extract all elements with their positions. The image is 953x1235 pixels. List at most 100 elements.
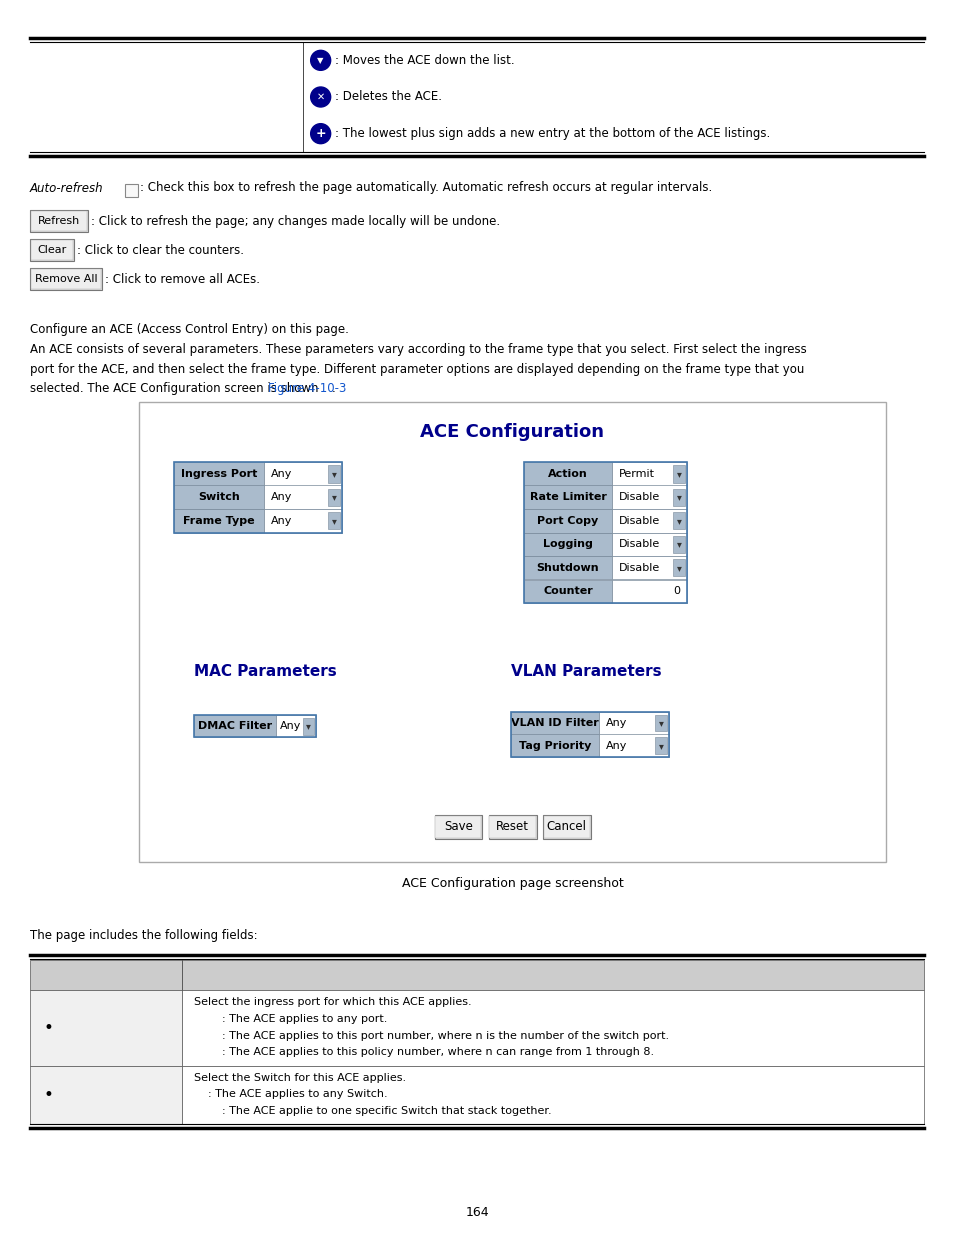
Bar <box>328 489 339 506</box>
Bar <box>182 1066 923 1124</box>
Text: selected. The ACE Configuration screen is shown: selected. The ACE Configuration screen i… <box>30 382 322 395</box>
Text: 164: 164 <box>465 1207 488 1219</box>
Bar <box>126 184 138 196</box>
Text: Any: Any <box>280 721 301 731</box>
Text: Disable: Disable <box>618 516 659 526</box>
Bar <box>598 713 668 735</box>
Text: : Click to remove all ACEs.: : Click to remove all ACEs. <box>105 273 260 285</box>
Text: Disable: Disable <box>618 493 659 503</box>
Text: Remove All: Remove All <box>34 274 97 284</box>
Bar <box>30 990 182 1066</box>
Text: Disable: Disable <box>618 563 659 573</box>
Text: : The ACE applies to any Switch.: : The ACE applies to any Switch. <box>193 1089 387 1099</box>
Bar <box>612 579 686 603</box>
Bar <box>139 403 885 862</box>
Text: : Deletes the ACE.: : Deletes the ACE. <box>335 90 441 104</box>
Bar <box>598 735 668 757</box>
Bar <box>655 737 666 755</box>
Text: .: . <box>332 382 335 395</box>
Text: Action: Action <box>548 469 587 479</box>
Bar <box>30 240 73 261</box>
Text: Figure 4-10-3: Figure 4-10-3 <box>268 382 346 395</box>
Text: Counter: Counter <box>542 587 592 597</box>
Text: 0: 0 <box>672 587 679 597</box>
Text: ▾: ▾ <box>676 516 680 526</box>
Bar <box>173 509 264 532</box>
Bar <box>275 715 315 737</box>
Text: Select the Switch for this ACE applies.: Select the Switch for this ACE applies. <box>193 1073 406 1083</box>
Text: Disable: Disable <box>618 540 659 550</box>
Text: Clear: Clear <box>37 245 67 254</box>
Text: ▾: ▾ <box>676 469 680 479</box>
Text: VLAN ID Filter: VLAN ID Filter <box>511 719 598 729</box>
Text: ACE Configuration page screenshot: ACE Configuration page screenshot <box>401 878 622 890</box>
Text: ▾: ▾ <box>332 516 336 526</box>
Bar <box>30 240 74 261</box>
Text: Cancel: Cancel <box>546 820 586 834</box>
Text: MAC Parameters: MAC Parameters <box>193 664 336 679</box>
Text: ACE Configuration: ACE Configuration <box>420 424 604 441</box>
Text: Switch: Switch <box>198 493 239 503</box>
Text: An ACE consists of several parameters. These parameters vary according to the fr: An ACE consists of several parameters. T… <box>30 343 806 356</box>
Bar <box>435 816 481 839</box>
Bar <box>30 42 923 152</box>
Bar <box>612 556 686 579</box>
Bar <box>672 559 684 577</box>
Text: DMAC Filter: DMAC Filter <box>197 721 272 731</box>
Bar <box>173 462 341 532</box>
Text: ▾: ▾ <box>658 719 662 729</box>
Text: ▾: ▾ <box>676 563 680 573</box>
Text: Save: Save <box>443 820 473 834</box>
Bar <box>30 268 102 290</box>
Bar <box>511 713 598 735</box>
Text: : Click to clear the counters.: : Click to clear the counters. <box>77 243 244 257</box>
Text: Logging: Logging <box>542 540 593 550</box>
Text: : The ACE applies to any port.: : The ACE applies to any port. <box>193 1014 387 1024</box>
Bar <box>30 960 182 990</box>
Bar <box>672 513 684 530</box>
Bar <box>489 816 535 839</box>
Bar <box>173 485 264 509</box>
Text: Shutdown: Shutdown <box>537 563 598 573</box>
Bar <box>511 713 668 757</box>
Bar <box>523 532 612 556</box>
Bar <box>523 579 612 603</box>
Bar <box>182 960 923 990</box>
Text: Reset: Reset <box>496 820 529 834</box>
Bar <box>612 462 686 485</box>
Text: Refresh: Refresh <box>38 216 80 226</box>
Text: ▾: ▾ <box>676 493 680 503</box>
Text: : The ACE applie to one specific Switch that stack together.: : The ACE applie to one specific Switch … <box>193 1105 551 1115</box>
Bar <box>612 509 686 532</box>
Bar <box>30 1066 182 1124</box>
Text: Any: Any <box>605 741 627 751</box>
Bar <box>523 462 612 485</box>
Bar <box>264 462 341 485</box>
Text: ▾: ▾ <box>332 469 336 479</box>
Text: Rate Limiter: Rate Limiter <box>529 493 606 503</box>
Bar <box>328 513 339 530</box>
Bar <box>543 816 589 839</box>
Bar <box>523 462 686 603</box>
Text: The page includes the following fields:: The page includes the following fields: <box>30 929 257 941</box>
Bar <box>672 489 684 506</box>
Bar <box>328 466 339 483</box>
Text: : The ACE applies to this port number, where n is the number of the switch port.: : The ACE applies to this port number, w… <box>193 1030 668 1041</box>
Bar <box>523 556 612 579</box>
Text: •: • <box>43 1086 52 1104</box>
Circle shape <box>311 124 331 143</box>
Bar <box>612 532 686 556</box>
Text: VLAN Parameters: VLAN Parameters <box>511 664 661 679</box>
Bar <box>655 715 666 731</box>
Bar <box>542 815 590 839</box>
Text: Select the ingress port for which this ACE applies.: Select the ingress port for which this A… <box>193 997 471 1007</box>
Text: •: • <box>43 1019 52 1037</box>
Bar <box>511 735 598 757</box>
Text: Any: Any <box>605 719 627 729</box>
Bar <box>303 718 314 735</box>
Bar <box>30 210 88 232</box>
Bar <box>523 509 612 532</box>
Text: port for the ACE, and then select the frame type. Different parameter options ar: port for the ACE, and then select the fr… <box>30 363 803 375</box>
Text: : The lowest plus sign adds a new entry at the bottom of the ACE listings.: : The lowest plus sign adds a new entry … <box>335 127 769 140</box>
Bar <box>523 485 612 509</box>
